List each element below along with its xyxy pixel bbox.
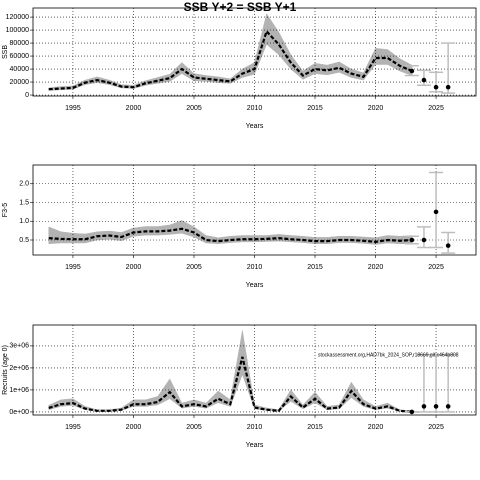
confidence-band xyxy=(181,220,195,238)
y-tick-label: 0e+00 xyxy=(9,409,29,416)
y-tick-label: 80000 xyxy=(10,40,30,47)
forecast-point xyxy=(433,209,439,215)
x-tick-label: 2005 xyxy=(186,264,202,271)
confidence-band xyxy=(375,47,388,65)
estimate-line xyxy=(48,227,412,243)
x-tick-label: 2000 xyxy=(126,264,142,271)
plot-area xyxy=(33,325,476,415)
x-axis-label: Years xyxy=(246,123,264,130)
x-tick-label: 2020 xyxy=(368,264,384,271)
y-axis-label: Recruits (age 0) xyxy=(2,345,9,395)
x-tick-label: 2005 xyxy=(186,424,202,431)
y-tick-label: 120000 xyxy=(6,14,29,21)
forecast-point xyxy=(445,84,451,90)
y-tick-label: 0.5 xyxy=(19,237,29,244)
forecast-point xyxy=(421,237,427,243)
plot-area xyxy=(33,165,476,255)
confidence-band xyxy=(181,61,195,82)
forecast-point xyxy=(433,404,439,409)
y-axis-label: SSB xyxy=(2,45,9,59)
x-tick-label: 1995 xyxy=(65,264,81,271)
y-tick-label: 60000 xyxy=(10,53,30,60)
y-tick-label: 100000 xyxy=(6,27,29,34)
x-tick-label: 2015 xyxy=(307,264,323,271)
x-tick-label: 2025 xyxy=(428,264,444,271)
x-tick-label: 2025 xyxy=(428,105,444,112)
confidence-band xyxy=(133,399,146,407)
estimate-line xyxy=(48,356,412,414)
confidence-band xyxy=(169,220,183,235)
y-tick-label: 2e+06 xyxy=(9,365,29,372)
y-tick-label: 20000 xyxy=(10,79,30,86)
estimate-line xyxy=(48,29,413,91)
x-tick-label: 1995 xyxy=(65,105,81,112)
confidence-band xyxy=(193,226,207,244)
y-tick-label: 40000 xyxy=(10,66,30,73)
forecast-point xyxy=(421,404,427,409)
forecast-point xyxy=(409,237,415,243)
y-axis-label: F3-5 xyxy=(2,203,9,218)
confidence-band xyxy=(302,62,316,80)
y-tick-label: 1.5 xyxy=(19,199,29,206)
x-tick-label: 2000 xyxy=(126,424,142,431)
y-tick-label: 1.0 xyxy=(19,218,29,225)
confidence-band xyxy=(48,226,62,245)
x-tick-label: 2005 xyxy=(186,105,202,112)
forecast-point xyxy=(421,77,427,83)
x-axis-label: Years xyxy=(246,282,264,289)
forecast-point xyxy=(433,84,439,90)
x-tick-label: 2020 xyxy=(368,105,384,112)
x-tick-label: 2010 xyxy=(247,105,263,112)
chart-title: SSB Y+2 = SSB Y+1 xyxy=(184,0,297,14)
x-tick-label: 2015 xyxy=(307,105,323,112)
y-tick-label: 3e+06 xyxy=(9,343,29,350)
confidence-band xyxy=(290,54,304,80)
x-tick-label: 2010 xyxy=(247,264,263,271)
x-tick-label: 2000 xyxy=(126,105,142,112)
confidence-band xyxy=(278,31,292,70)
confidence-band xyxy=(399,58,413,76)
y-tick-label: 0 xyxy=(25,92,29,99)
plot-area xyxy=(33,8,476,96)
x-tick-label: 2025 xyxy=(428,424,444,431)
confidence-band xyxy=(60,231,74,244)
forecast-point xyxy=(445,404,451,409)
x-axis-label: Years xyxy=(246,442,264,449)
x-tick-label: 2020 xyxy=(368,424,384,431)
confidence-band xyxy=(72,232,86,244)
confidence-band xyxy=(169,61,183,82)
forecast-point xyxy=(409,409,415,415)
x-tick-label: 2015 xyxy=(307,424,323,431)
x-tick-label: 1995 xyxy=(65,424,81,431)
annotation: stockassessment.org,HAD7bk_2024_SOP,r186… xyxy=(318,352,459,358)
confidence-band xyxy=(169,378,183,409)
forecast-point xyxy=(445,243,451,248)
x-tick-label: 2010 xyxy=(247,424,263,431)
confidence-band xyxy=(230,330,243,407)
forecast-point xyxy=(409,68,415,74)
y-tick-label: 1e+06 xyxy=(9,387,29,394)
y-tick-label: 2.0 xyxy=(19,181,29,188)
